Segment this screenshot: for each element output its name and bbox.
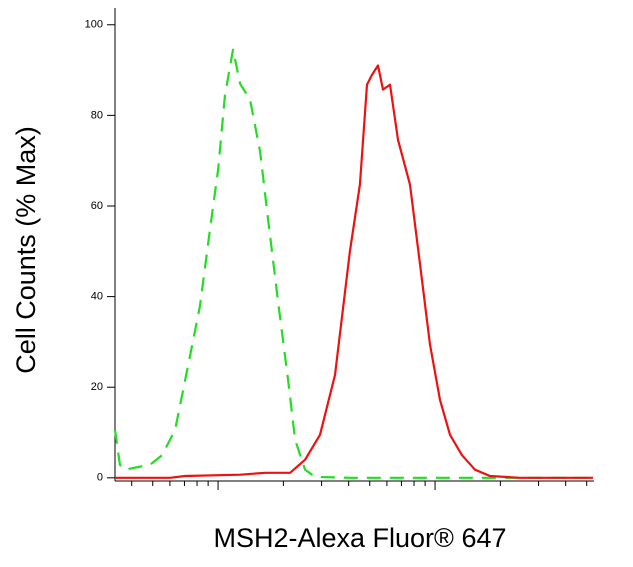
x-axis-label: MSH2-Alexa Fluor® 647	[213, 523, 506, 553]
y-tick-label: 80	[91, 109, 103, 121]
y-tick-label: 20	[91, 381, 103, 393]
y-axis-label: Cell Counts (% Max)	[11, 126, 41, 374]
series-line	[115, 64, 593, 479]
y-tick-label: 100	[85, 19, 103, 31]
y-tick-label: 0	[97, 472, 103, 484]
y-tick-label: 60	[91, 200, 103, 212]
y-tick-label: 40	[91, 291, 103, 303]
series-line	[113, 48, 593, 479]
